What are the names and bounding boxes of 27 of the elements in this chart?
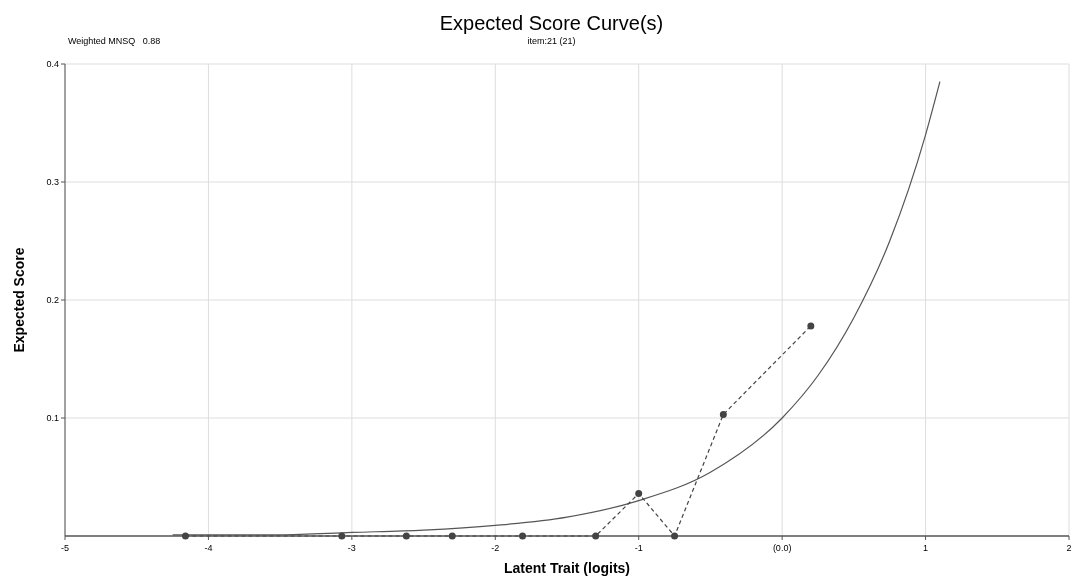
point	[635, 490, 643, 498]
x-tick-label: -3	[347, 543, 356, 553]
y-tick-label: 0.1	[46, 413, 59, 423]
point	[719, 410, 727, 418]
x-tick-label: -5	[60, 543, 70, 553]
point	[402, 532, 410, 540]
point	[448, 532, 456, 540]
point	[181, 532, 189, 540]
y-tick-label: 0.2	[46, 295, 59, 305]
point	[519, 532, 527, 540]
y-tick-label: 0.4	[46, 59, 59, 69]
y-tick-label: 0.3	[46, 177, 59, 187]
chart-title: Expected Score Curve(s)	[439, 12, 664, 34]
chart-subtitle: item:21 (21)	[527, 36, 576, 46]
point	[671, 532, 679, 540]
x-tick-label: -4	[204, 543, 213, 553]
x-tick-label: -2	[491, 543, 500, 553]
x-tick-label: -1	[634, 543, 643, 553]
y-axis-title: Expected Score	[11, 247, 27, 353]
x-tick-label: 1	[923, 543, 929, 553]
point	[338, 532, 346, 540]
text: Weighted MNSQ 0.88	[68, 36, 161, 46]
point	[807, 322, 815, 330]
point	[592, 532, 600, 540]
x-tick-label: 2	[1066, 543, 1072, 553]
x-axis-title: Latent Trait (logits)	[504, 560, 630, 576]
x-tick-label: (0.0)	[772, 543, 792, 553]
